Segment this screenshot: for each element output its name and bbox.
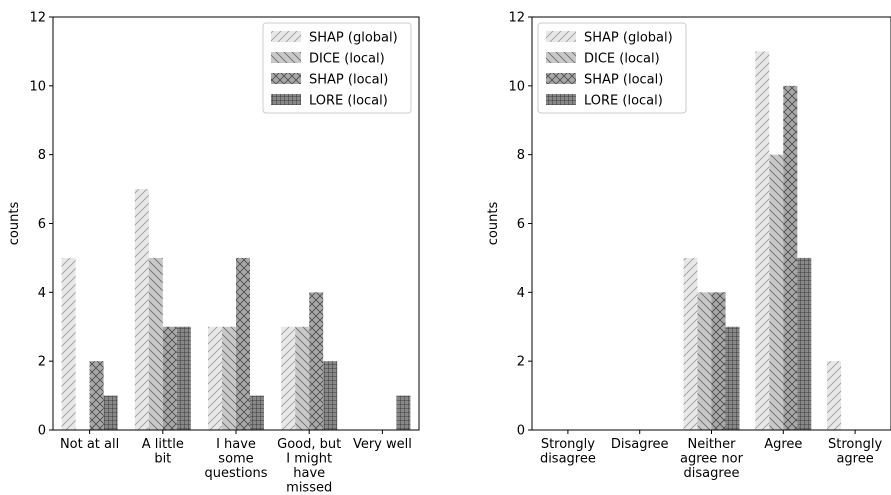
y-tick-label: 12 [508, 11, 525, 26]
y-tick-label: 6 [517, 217, 525, 232]
y-tick-label: 4 [517, 286, 525, 301]
legend-swatch [271, 94, 301, 105]
bar-shap-global-0 [61, 257, 76, 430]
bar-shap-local-2 [711, 292, 726, 430]
bar-shap-global-3 [755, 51, 770, 431]
y-tick-label: 2 [517, 355, 525, 370]
legend-swatch [546, 94, 576, 105]
legend-swatch [546, 31, 576, 42]
bar-lore-local-2 [725, 326, 740, 430]
legend-label: LORE (local) [584, 94, 663, 109]
legend-label: SHAP (local) [309, 73, 388, 88]
legend-box [262, 22, 412, 114]
x-tick-label: I have some questions [205, 437, 268, 481]
x-tick-label: Agree [764, 437, 802, 452]
y-tick-label: 0 [38, 424, 46, 439]
bar-lore-local-3 [323, 361, 338, 430]
bar-lore-local-0 [103, 395, 118, 430]
bar-lore-local-4 [396, 395, 411, 430]
x-tick-label: Neither agree nor disagree [680, 437, 744, 481]
left-chart-panel: 0 2 4 6 8 10 12 counts Not at all A little bit I ha… [7, 11, 420, 495]
y-tick-label: 8 [38, 148, 46, 163]
y-tick-label: 4 [38, 286, 46, 301]
legend-swatch [271, 31, 301, 42]
y-tick-label: 12 [29, 11, 46, 26]
legend-label: SHAP (global) [309, 31, 398, 46]
bar-dice-local-2 [222, 326, 236, 430]
x-tick-label: Strongly agree [828, 437, 882, 467]
legend-label: SHAP (global) [584, 31, 673, 46]
bar-dice-local-3 [769, 154, 784, 430]
bar-shap-local-1 [162, 326, 177, 430]
bar-shap-local-3 [783, 85, 798, 430]
y-tick-label: 2 [38, 355, 46, 370]
y-tick-label: 10 [508, 79, 525, 94]
bar-shap-local-3 [309, 292, 324, 430]
x-tick-label: Not at all [60, 437, 119, 452]
x-tick-label: Strongly disagree [540, 437, 596, 467]
x-tick-label: Disagree [611, 437, 669, 452]
bar-shap-global-1 [134, 189, 149, 430]
legend-swatch [546, 52, 576, 63]
bar-lore-local-2 [250, 395, 264, 430]
bar-shap-local-0 [89, 361, 104, 430]
bar-lore-local-1 [176, 326, 191, 430]
x-tick-label: A little bit [142, 437, 184, 467]
bar-shap-global-3 [281, 326, 296, 430]
bar-dice-local-1 [148, 257, 163, 430]
y-tick-label: 6 [38, 217, 46, 232]
bar-shap-global-2 [683, 257, 698, 430]
x-tick-label: Very well [353, 437, 412, 452]
bar-shap-global-4 [827, 361, 842, 430]
bar-dice-local-3 [295, 326, 310, 430]
legend-swatch [271, 52, 301, 63]
legend-label: LORE (local) [309, 94, 388, 109]
legend-box [537, 22, 687, 114]
right-chart-panel: 0 2 4 6 8 10 12 counts Strongly disagree Disagree N… [486, 11, 891, 481]
legend-label: SHAP (local) [584, 73, 663, 88]
bar-dice-local-2 [697, 292, 712, 430]
y-tick-label: 8 [517, 148, 525, 163]
y-tick-label: 10 [29, 79, 46, 94]
y-axis-label: counts [486, 202, 501, 246]
x-tick-label: Good, but I might have missed [277, 437, 341, 495]
legend-swatch [271, 73, 301, 84]
legend-label: DICE (local) [584, 52, 660, 67]
legend-label: DICE (local) [309, 52, 385, 67]
y-tick-label: 0 [517, 424, 525, 439]
y-axis-label: counts [7, 202, 22, 246]
legend-swatch [546, 73, 576, 84]
bar-lore-local-3 [797, 257, 812, 430]
bar-shap-local-2 [236, 257, 250, 430]
bar-shap-global-2 [208, 326, 222, 430]
